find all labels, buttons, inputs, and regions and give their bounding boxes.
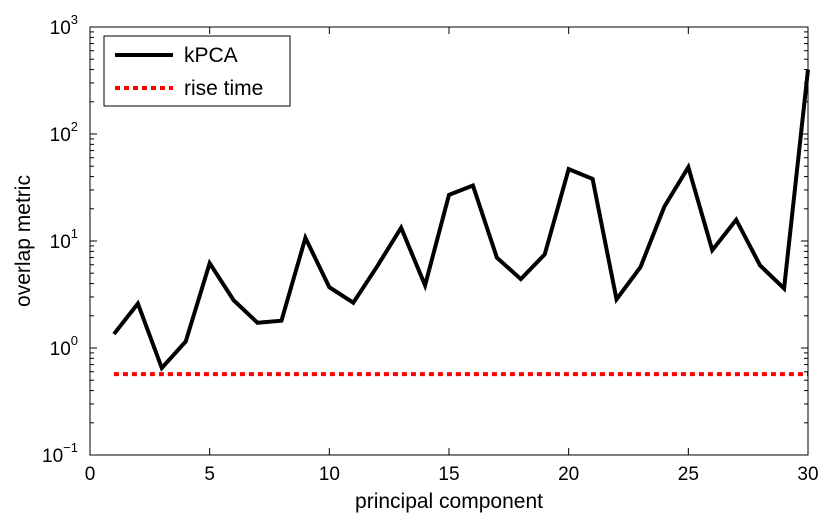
y-tick-base: 10 [50, 339, 71, 360]
y-tick-label: 100 [50, 333, 78, 360]
y-tick-exponent: −1 [63, 440, 78, 455]
x-tick-label: 25 [678, 464, 699, 485]
x-tick-label: 0 [85, 464, 96, 485]
y-tick-label: 102 [50, 119, 78, 146]
x-tick-labels: 0 5 10 15 20 25 30 [85, 464, 819, 485]
y-tick-exponent: 0 [71, 333, 78, 348]
x-tick-label: 20 [558, 464, 579, 485]
x-tick-label: 15 [438, 464, 459, 485]
y-tick-base: 10 [50, 125, 71, 146]
y-tick-base: 10 [42, 446, 63, 467]
y-tick-base: 10 [50, 18, 71, 39]
x-tick-label: 10 [319, 464, 340, 485]
y-axis-title: overlap metric [12, 175, 35, 307]
y-tick-exponent: 2 [71, 119, 78, 134]
y-tick-exponent: 1 [71, 226, 78, 241]
x-axis-title: principal component [355, 490, 543, 513]
y-tick-label: 103 [50, 12, 78, 39]
plot-frame [89, 26, 809, 456]
y-tick-label: 101 [50, 226, 78, 253]
y-tick-base: 10 [50, 232, 71, 253]
y-tick-exponent: 3 [71, 12, 78, 27]
x-tick-label: 30 [797, 464, 818, 485]
legend-label-rise-time: rise time [184, 77, 263, 100]
legend-label-kpca: kPCA [184, 44, 238, 67]
legend: kPCA rise time [103, 35, 291, 107]
x-tick-label: 5 [204, 464, 215, 485]
legend-box [103, 35, 291, 107]
y-tick-label: 10−1 [42, 440, 78, 467]
lines-layer [112, 69, 810, 377]
series-line-kpca [112, 69, 810, 372]
